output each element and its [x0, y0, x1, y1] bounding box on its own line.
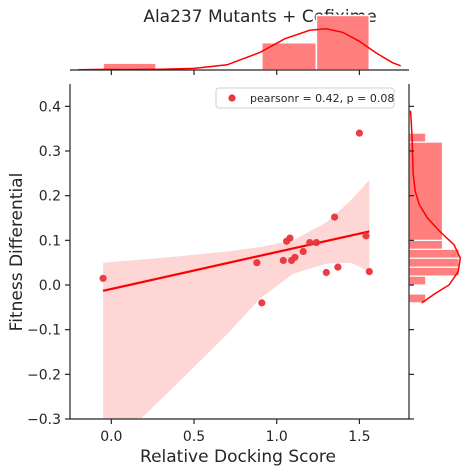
scatter-point-8	[299, 247, 307, 256]
legend: pearsonr = 0.42, p = 0.08	[215, 87, 395, 109]
scatter-point-2	[258, 299, 266, 307]
x-axis-label: Relative Docking Score	[140, 447, 336, 467]
x-tick-label-3: 1.5	[348, 429, 370, 445]
scatter-point-14	[355, 129, 363, 137]
legend-marker	[228, 94, 236, 102]
x-marginal-histogram	[70, 14, 409, 75]
legend-box	[215, 87, 395, 109]
y-tick-label-6: 0.3	[39, 144, 61, 160]
x-tick-label-0: 0.0	[100, 429, 122, 445]
y-tick-label-5: 0.2	[39, 189, 61, 205]
scatter-point-11	[322, 268, 330, 277]
scatter-point-16	[365, 268, 373, 276]
scatter-point-13	[334, 263, 342, 271]
y-tick-label-0: −0.3	[27, 412, 61, 428]
x-tick-label-2: 1.0	[266, 429, 288, 445]
x-tick-label-1: 0.5	[183, 429, 205, 445]
scatter-point-1	[253, 259, 261, 267]
scatter-point-9	[306, 238, 314, 247]
y-tick-label-1: −0.2	[27, 367, 61, 383]
confidence-band	[103, 180, 370, 419]
y-axis-label: Fitness Differential	[7, 173, 27, 332]
y-hist-bar-5	[408, 248, 460, 259]
y-hist-bar-7	[408, 141, 444, 241]
y-tick-label-4: 0.1	[39, 233, 61, 249]
y-kde-curve	[409, 110, 462, 304]
scatter-point-15	[362, 232, 370, 240]
main-scatter-panel: 0.0 0.5 1.0 1.5 −0.3 −0.2 −0.1 0.0 0.1 0.2 0.3 0.4 p…	[27, 84, 409, 445]
scatter-point-0	[99, 274, 107, 282]
y-tick-label-7: 0.4	[39, 99, 61, 115]
y-hist-bar-2	[408, 275, 427, 286]
y-hist-bar-4	[408, 257, 460, 268]
y-tick-label-2: −0.1	[27, 323, 61, 339]
y-hist-bar-6	[408, 239, 444, 250]
regression-line	[102, 230, 370, 292]
scatter-point-5	[286, 234, 294, 242]
y-marginal-histogram	[408, 84, 462, 420]
scatter-point-10	[312, 238, 320, 247]
scatter-point-7	[291, 253, 299, 261]
legend-label: pearsonr = 0.42, p = 0.08	[250, 92, 394, 105]
y-hist-bar-3	[408, 266, 460, 277]
y-tick-label-3: 0.0	[39, 278, 61, 294]
scatter-point-3	[279, 256, 287, 265]
scatter-point-12	[330, 213, 339, 221]
